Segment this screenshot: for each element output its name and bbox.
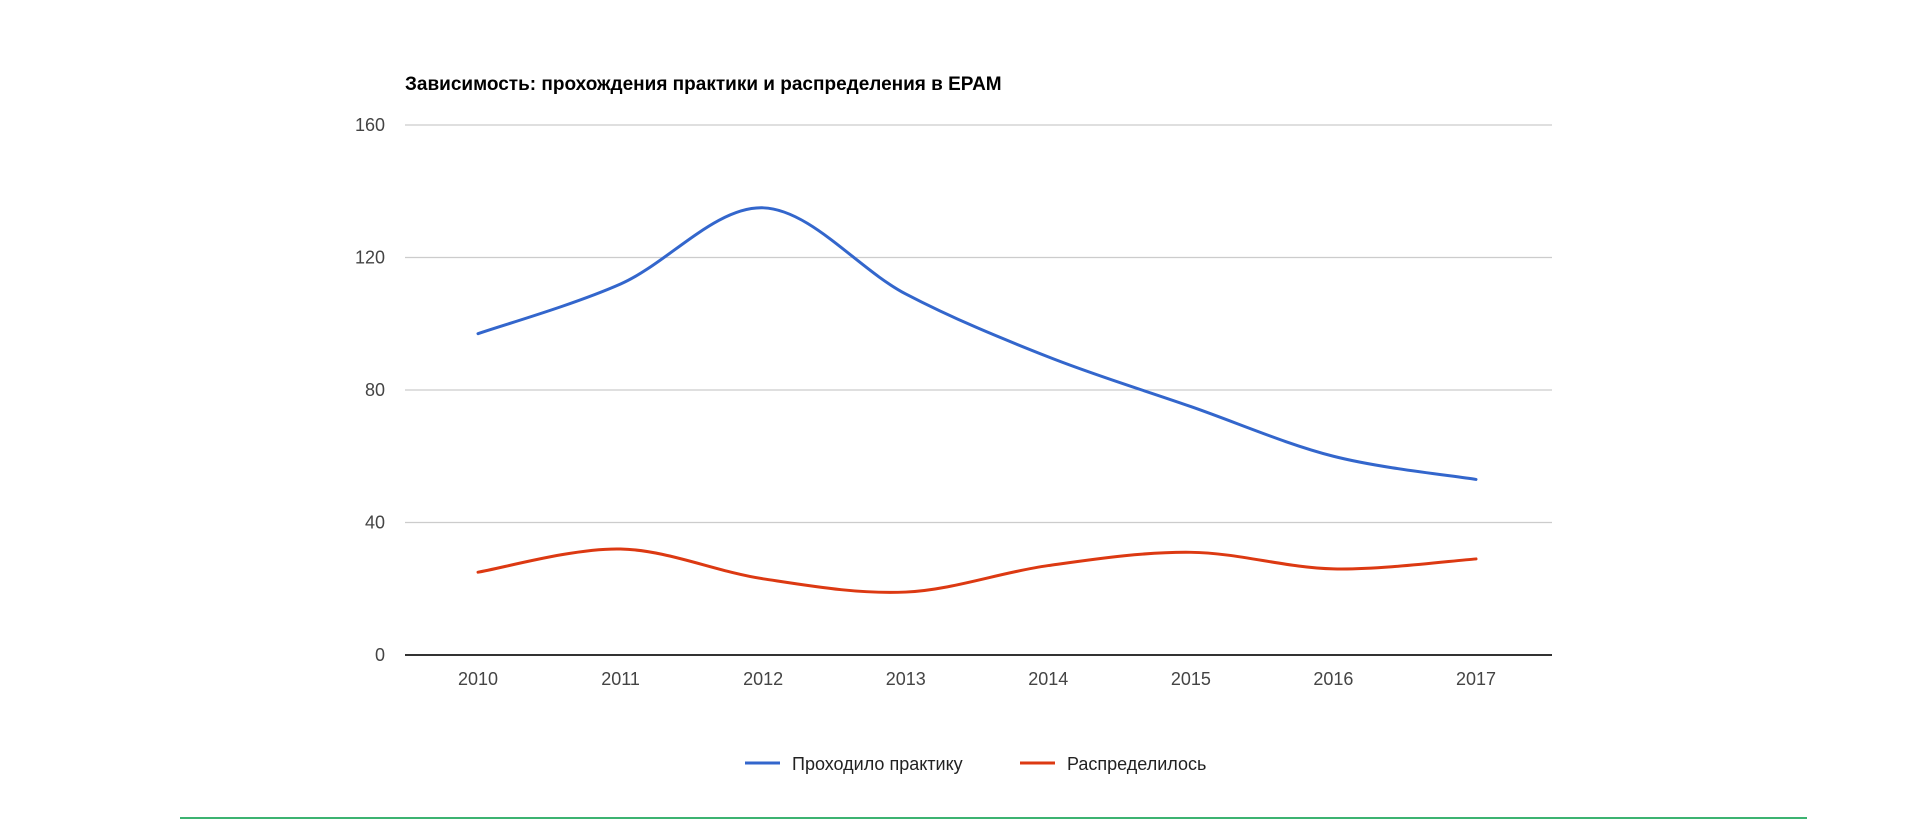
series-2-legend-label: Распределилось — [1067, 754, 1206, 774]
x-tick-label: 2016 — [1313, 669, 1353, 689]
x-tick-label: 2010 — [458, 669, 498, 689]
x-tick-label: 2017 — [1456, 669, 1496, 689]
legend: Проходило практику Распределилось — [745, 754, 1206, 774]
y-axis-tick-labels: 0 40 80 120 160 — [355, 115, 385, 665]
x-tick-label: 2014 — [1028, 669, 1068, 689]
series-lines — [476, 206, 1478, 594]
y-tick-label: 120 — [355, 248, 385, 268]
page-divider — [180, 817, 1807, 819]
gridlines — [405, 124, 1552, 656]
y-tick-label: 160 — [355, 115, 385, 135]
y-tick-label: 40 — [365, 513, 385, 533]
y-tick-label: 80 — [365, 380, 385, 400]
x-tick-label: 2011 — [601, 669, 640, 689]
series-1-legend-label: Проходило практику — [792, 754, 963, 774]
chart-title: Зависимость: прохождения практики и расп… — [405, 74, 1002, 95]
x-tick-label: 2015 — [1171, 669, 1211, 689]
y-tick-label: 0 — [375, 645, 385, 665]
series-2-line — [476, 547, 1478, 594]
x-axis-tick-labels: 2010 2011 2012 2013 2014 2015 2016 2017 — [458, 669, 1496, 689]
x-tick-label: 2012 — [743, 669, 783, 689]
x-tick-label: 2013 — [886, 669, 926, 689]
series-1-line — [476, 206, 1478, 481]
